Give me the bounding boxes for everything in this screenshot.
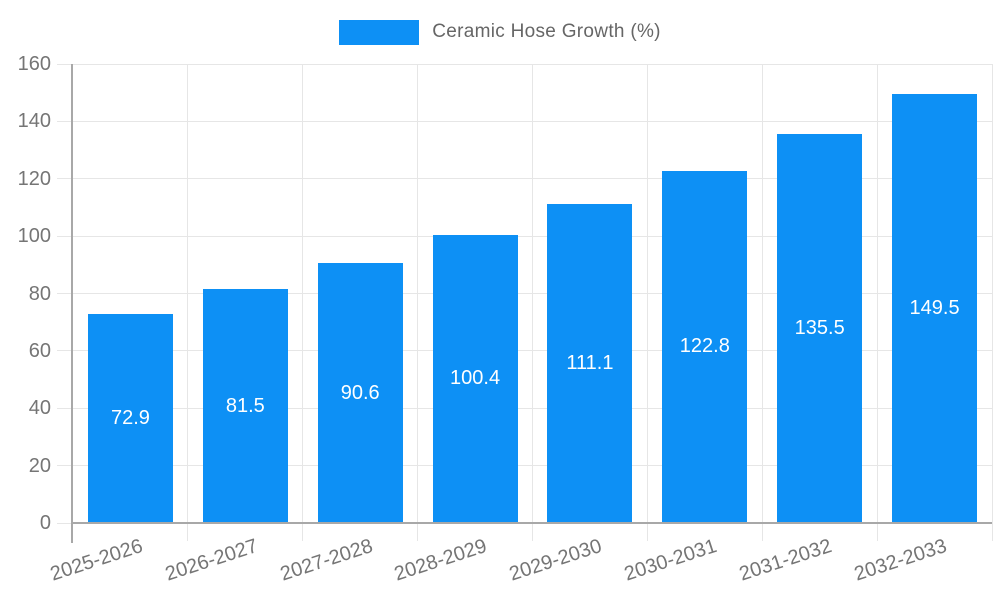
legend-label[interactable]: Ceramic Hose Growth (%): [432, 21, 661, 42]
bar-value-label: 149.5: [909, 297, 960, 320]
y-axis-line: [71, 64, 73, 543]
x-axis-tick-label: 2025-2026: [47, 535, 146, 586]
x-tick: [302, 523, 304, 541]
bar-value-label: 100.4: [450, 367, 501, 390]
bar-2026-2027: 81.5: [202, 289, 288, 523]
y-gridline: [57, 465, 992, 467]
y-axis-tick-label: 160: [17, 53, 51, 75]
legend-swatch[interactable]: [339, 19, 420, 45]
x-tick: [187, 523, 189, 541]
x-axis-tick-label: 2032-2033: [851, 535, 950, 586]
bar-value-label: 81.5: [225, 394, 265, 417]
bar-value-label: 111.1: [566, 352, 614, 375]
bar-value-label: 72.9: [110, 406, 150, 429]
x-tick: [532, 523, 533, 541]
x-gridline: [417, 64, 419, 523]
x-gridline: [876, 64, 878, 523]
x-tick: [991, 523, 993, 541]
bar-2031-2032: 135.5: [777, 134, 863, 523]
x-axis-line: [71, 522, 992, 524]
x-gridline: [761, 64, 763, 523]
y-gridline: [57, 293, 992, 294]
x-tick: [417, 523, 419, 541]
x-axis-tick-label: 2028-2029: [392, 535, 490, 586]
x-axis-tick-label: 2031-2032: [736, 535, 835, 586]
y-axis-tick-label: 20: [28, 454, 51, 477]
y-axis-tick-label: 60: [28, 339, 51, 362]
bar-value-label: 135.5: [794, 317, 845, 340]
x-axis-tick-label: 2026-2027: [162, 535, 261, 586]
y-axis-tick-label: 120: [17, 167, 51, 190]
y-axis-tick-label: 100: [17, 225, 51, 248]
bar-2027-2028: 90.6: [317, 263, 403, 523]
y-gridline: [57, 178, 992, 180]
x-gridline: [991, 64, 993, 523]
y-tick: [57, 522, 73, 524]
bar-2032-2033: 149.5: [892, 94, 978, 523]
y-gridline: [57, 350, 992, 352]
y-axis-tick-label: 0: [39, 512, 51, 534]
y-axis-tick-label: 140: [17, 110, 51, 133]
x-tick: [646, 523, 648, 541]
y-gridline: [57, 120, 992, 122]
y-gridline: [57, 407, 992, 409]
chart-legend: Ceramic Hose Growth (%): [0, 16, 1000, 48]
bar-value-label: 90.6: [340, 381, 380, 404]
y-gridline: [57, 63, 992, 65]
bar-value-label: 122.8: [679, 335, 730, 358]
bar-2025-2026: 72.9: [87, 313, 173, 523]
x-tick: [876, 523, 878, 541]
x-gridline: [532, 64, 533, 523]
x-gridline: [302, 64, 304, 523]
bar-2029-2030: 111.1: [547, 204, 633, 523]
y-axis-tick-label: 40: [28, 397, 51, 420]
x-tick: [761, 523, 763, 541]
x-axis-tick-label: 2029-2030: [506, 535, 605, 586]
y-axis-tick-label: 80: [28, 282, 51, 305]
bar-2030-2031: 122.8: [662, 170, 748, 523]
x-gridline: [187, 64, 189, 523]
x-gridline: [646, 64, 648, 523]
x-axis-tick-label: 2027-2028: [277, 535, 375, 586]
bar-2028-2029: 100.4: [432, 234, 518, 523]
x-axis-tick-label: 2030-2031: [621, 535, 720, 586]
y-gridline: [57, 235, 992, 237]
